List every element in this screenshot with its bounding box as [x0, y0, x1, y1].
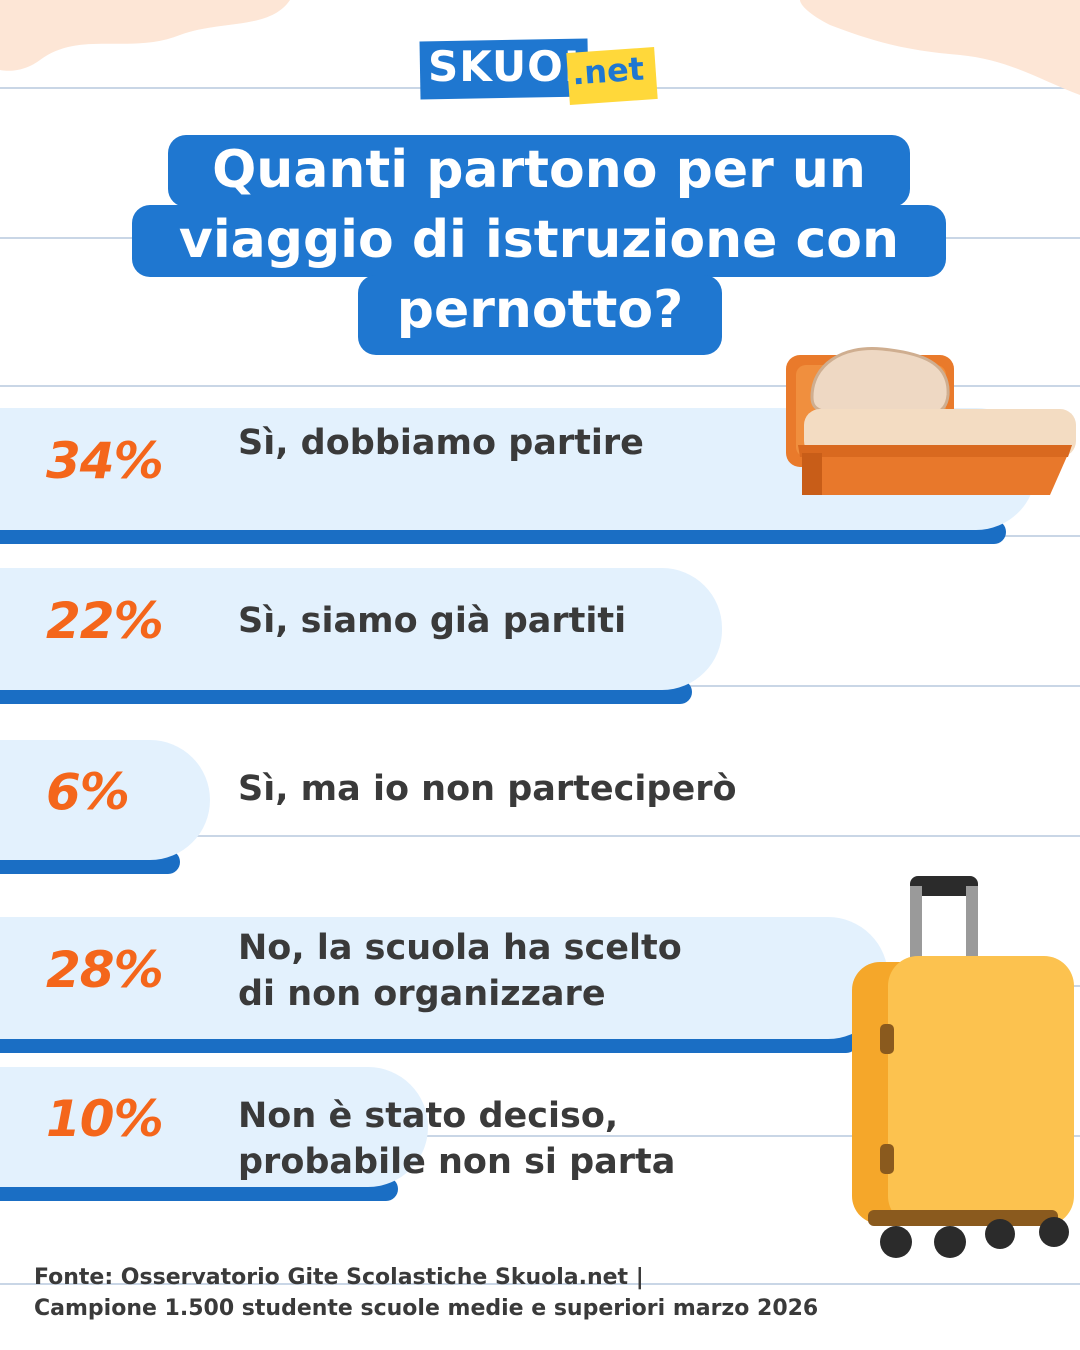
- bar-row: 6% Sì, ma io non parteciperò: [0, 740, 1080, 874]
- suitcase-illustration: [852, 876, 1074, 1258]
- source-line-2: Campione 1.500 studente scuole medie e s…: [34, 1296, 819, 1321]
- answer-label: Non è stato deciso, probabile non si par…: [238, 1096, 676, 1182]
- answer-label: Sì, siamo già partiti: [238, 601, 627, 641]
- percent-label: 22%: [46, 592, 164, 650]
- source-note: Fonte: Osservatorio Gite Scolastiche Sku…: [34, 1262, 818, 1324]
- bar-row: 22% Sì, siamo già partiti: [0, 568, 1080, 704]
- skuola-net-logo: SKUOLA .net: [419, 38, 660, 106]
- bar-fill: [0, 568, 722, 690]
- bar-row: 34% Sì, dobbiamo partire: [0, 408, 1080, 544]
- percent-label: 10%: [46, 1090, 164, 1148]
- percent-label: 6%: [46, 763, 130, 821]
- decorative-blob-top-right: [800, 0, 1080, 95]
- percent-label: 28%: [46, 941, 164, 999]
- source-line-1: Fonte: Osservatorio Gite Scolastiche Sku…: [34, 1265, 644, 1290]
- percent-label: 34%: [46, 432, 164, 490]
- bar-fill: [0, 1067, 428, 1187]
- answer-label: Sì, dobbiamo partire: [238, 423, 644, 463]
- bar-fill: [0, 917, 888, 1039]
- bar-fill: [0, 740, 210, 860]
- logo-suffix-text: .net: [570, 49, 646, 93]
- bar-row: 10% Non è stato deciso, probabile non si …: [0, 1067, 1080, 1201]
- answer-label: Sì, ma io non parteciperò: [238, 769, 737, 809]
- bed-illustration: [786, 346, 1076, 495]
- title-line-1: Quanti partono per un: [168, 135, 910, 207]
- decorative-blob-top-left: [0, 0, 290, 71]
- bar-row: 28% No, la scuola ha scelto di non organi…: [0, 917, 1080, 1053]
- title-line-2: viaggio di istruzione con: [132, 205, 946, 277]
- answer-label: No, la scuola ha scelto di non organizza…: [238, 928, 682, 1014]
- title-line-3: pernotto?: [358, 275, 722, 355]
